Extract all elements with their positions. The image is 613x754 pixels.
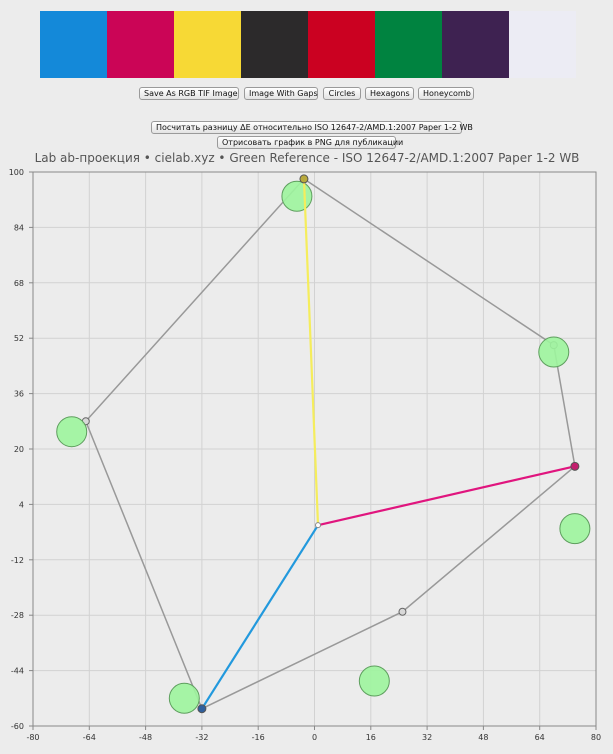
gamut-polygon	[84, 177, 576, 710]
reference-circles-layer	[56, 180, 591, 714]
circles-button[interactable]: Circles	[323, 87, 361, 100]
honeycomb-button[interactable]: Honeycomb	[418, 87, 474, 100]
x-tick-label: -32	[195, 733, 208, 742]
hexagons-button[interactable]: Hexagons	[365, 87, 414, 100]
y-tick-label: 68	[14, 279, 24, 288]
gamut-vertex-marker	[398, 607, 407, 616]
y-tick-label: 100	[9, 168, 24, 177]
x-tick-label: 48	[478, 733, 488, 742]
y-tick-label: -60	[11, 722, 24, 731]
x-tick-label: -64	[83, 733, 96, 742]
x-tick-label: -16	[252, 733, 265, 742]
vector-m	[317, 465, 576, 527]
x-tick-label: -80	[26, 733, 39, 742]
vector-c	[200, 524, 319, 710]
reference-circle	[168, 682, 200, 714]
swatch-yellow	[174, 11, 241, 78]
reference-circle	[281, 180, 313, 212]
y-tick-label: 20	[14, 445, 24, 454]
image-with-gaps-button[interactable]: Image With Gaps	[244, 87, 318, 100]
x-tick-label: 32	[422, 733, 432, 742]
x-tick-label: 80	[591, 733, 601, 742]
swatch-cyan	[40, 11, 107, 78]
calculate-delta-e-button[interactable]: Посчитать разницу ΔE относительно ISO 12…	[151, 121, 473, 134]
swatch-black	[241, 11, 308, 78]
reference-circle	[538, 336, 570, 368]
vector-y	[302, 178, 320, 526]
axis-ticks: -80 -64 -48 -32 -16 0 16 32 48 64 80 -60 -44 -28 -12 4 2…	[9, 168, 601, 742]
x-tick-label: 16	[366, 733, 376, 742]
y-tick-label: 84	[14, 223, 24, 232]
swatch-green	[375, 11, 442, 78]
x-tick-label: 64	[535, 733, 545, 742]
y-tick-label: -12	[11, 556, 24, 565]
swatch-magenta	[107, 11, 174, 78]
swatch-blue	[442, 11, 509, 78]
y-tick-label: 36	[14, 390, 24, 399]
gamut-polygon-layer	[81, 174, 579, 713]
lab-ab-chart: Lab ab-проекция • cielab.xyz • Green Ref…	[9, 151, 601, 742]
x-tick-label: 0	[312, 733, 317, 742]
y-tick-label: 52	[14, 334, 24, 343]
vector-end-marker	[299, 174, 309, 184]
primary-vectors-layer	[197, 174, 580, 714]
vector-end-marker	[570, 461, 580, 471]
vector-end-marker	[197, 704, 207, 714]
color-swatch-strip	[40, 11, 576, 78]
render-png-button[interactable]: Отрисовать график в PNG для публикации	[217, 136, 403, 149]
save-as-rgb-tif-button[interactable]: Save As RGB TIF Image	[139, 87, 239, 100]
x-tick-label: -48	[139, 733, 152, 742]
origin-marker	[315, 522, 322, 529]
swatch-paper	[509, 11, 576, 78]
y-tick-label: -28	[11, 611, 24, 620]
y-tick-label: -44	[11, 667, 24, 676]
swatch-red	[308, 11, 375, 78]
reference-circle	[358, 665, 390, 697]
reference-circle	[56, 416, 88, 448]
reference-circle	[559, 513, 591, 545]
y-tick-label: 4	[19, 500, 24, 509]
chart-title: Lab ab-проекция • cielab.xyz • Green Ref…	[35, 151, 580, 165]
